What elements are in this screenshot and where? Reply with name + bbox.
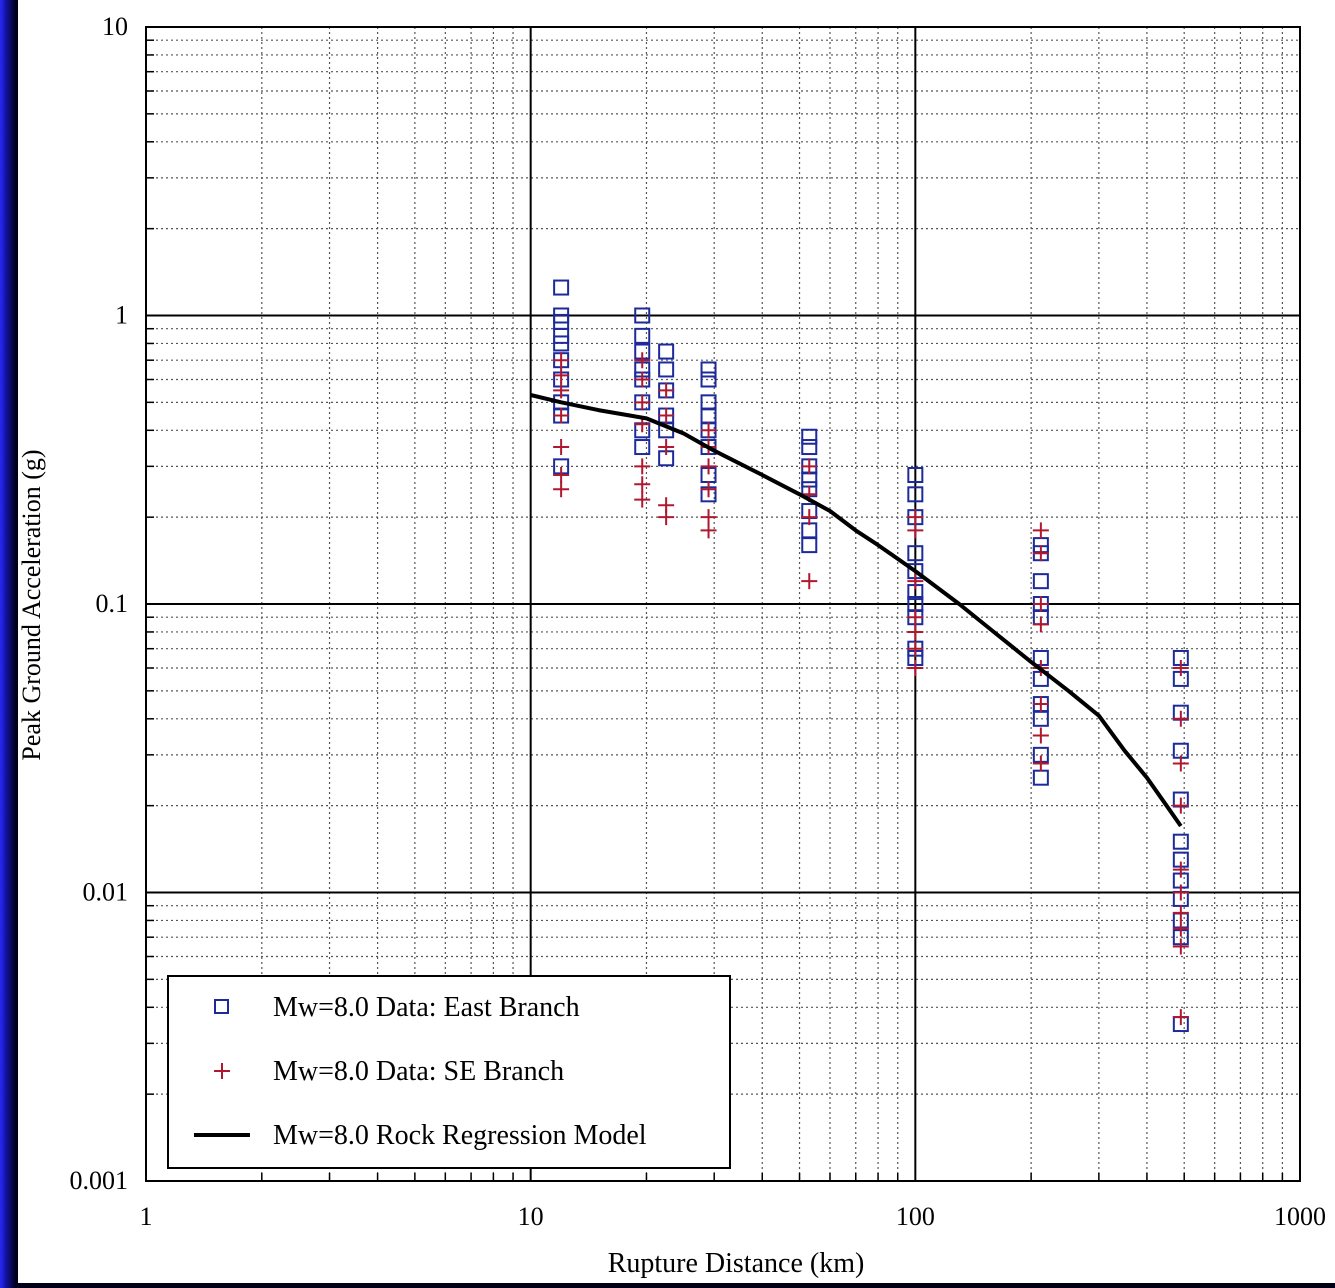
x-tick-label: 1 bbox=[140, 1202, 153, 1231]
se-branch-point bbox=[1032, 596, 1049, 612]
se-branch-point bbox=[658, 382, 675, 399]
se-branch-point bbox=[634, 458, 651, 475]
east-branch-point bbox=[634, 439, 651, 456]
series-layer bbox=[530, 279, 1189, 1033]
y-tick-label: 0.01 bbox=[83, 878, 129, 907]
legend-east-branch-marker bbox=[214, 999, 229, 1014]
east-branch-point bbox=[907, 466, 924, 483]
se-branch-point bbox=[1172, 755, 1189, 772]
se-branch-point bbox=[907, 623, 924, 640]
se-branch-point bbox=[553, 481, 570, 498]
se-branch-point bbox=[553, 367, 570, 384]
se-branch-point bbox=[907, 660, 924, 677]
se-branch-point bbox=[1032, 755, 1049, 772]
se-branch-point bbox=[907, 640, 924, 657]
x-tick-labels: 1 10 100 1000 bbox=[140, 1202, 1327, 1231]
east-branch-point bbox=[801, 439, 818, 456]
y-tick-label: 1 bbox=[115, 301, 128, 330]
series-se-branch bbox=[553, 352, 1189, 1026]
se-branch-point bbox=[553, 407, 570, 424]
se-branch-point bbox=[634, 352, 651, 369]
se-branch-point bbox=[1172, 938, 1189, 955]
se-branch-point bbox=[801, 458, 818, 475]
east-branch-point bbox=[553, 335, 570, 352]
y-tick-labels: 0.001 0.01 0.1 1 10 bbox=[70, 12, 129, 1195]
se-branch-point bbox=[907, 609, 924, 626]
legend-se-branch-label: Mw=8.0 Data: SE Branch bbox=[273, 1056, 564, 1087]
east-branch-point bbox=[553, 279, 570, 296]
se-branch-point bbox=[1032, 545, 1049, 562]
se-branch-point bbox=[1032, 727, 1049, 744]
grid-major bbox=[146, 27, 1300, 1181]
east-branch-point bbox=[634, 307, 651, 324]
se-branch-point bbox=[907, 522, 924, 539]
se-branch-point bbox=[907, 573, 924, 590]
se-branch-point bbox=[553, 439, 570, 456]
se-branch-point bbox=[700, 522, 717, 539]
se-branch-point bbox=[634, 491, 651, 508]
east-branch-point bbox=[700, 371, 717, 388]
east-branch-point bbox=[801, 537, 818, 554]
se-branch-point bbox=[1172, 861, 1189, 878]
x-tick-label: 1000 bbox=[1274, 1202, 1326, 1231]
se-branch-point bbox=[700, 481, 717, 498]
y-tick-label: 0.1 bbox=[96, 589, 129, 618]
se-branch-point bbox=[658, 439, 675, 456]
se-branch-point bbox=[1172, 920, 1189, 937]
se-branch-point bbox=[658, 509, 675, 526]
y-tick-label: 0.001 bbox=[70, 1166, 129, 1195]
x-tick-label: 100 bbox=[896, 1202, 935, 1231]
east-branch-point bbox=[1032, 573, 1049, 590]
legend: Mw=8.0 Data: East Branch Mw=8.0 Data: SE… bbox=[167, 975, 731, 1169]
east-branch-point bbox=[801, 428, 818, 445]
east-branch-point bbox=[907, 545, 924, 562]
se-branch-point bbox=[1172, 797, 1189, 814]
legend-se-branch-marker bbox=[214, 1063, 230, 1079]
x-tick-label: 10 bbox=[518, 1202, 544, 1231]
se-branch-point bbox=[1172, 884, 1189, 901]
se-branch-point bbox=[1032, 616, 1049, 633]
x-axis-label: Rupture Distance (km) bbox=[608, 1248, 865, 1279]
se-branch-point bbox=[553, 382, 570, 399]
east-branch-point bbox=[907, 486, 924, 503]
se-branch-point bbox=[1172, 660, 1189, 677]
se-branch-point bbox=[634, 371, 651, 388]
y-tick-label: 10 bbox=[102, 12, 128, 41]
legend-east-branch-label: Mw=8.0 Data: East Branch bbox=[273, 992, 580, 1023]
se-branch-point bbox=[1172, 904, 1189, 921]
plot-frame bbox=[145, 26, 1301, 1182]
se-branch-point bbox=[634, 476, 651, 493]
regression-model-line bbox=[530, 393, 1183, 828]
se-branch-point bbox=[1032, 696, 1049, 713]
se-branch-point bbox=[634, 394, 651, 411]
se-branch-point bbox=[1172, 710, 1189, 727]
se-branch-point bbox=[553, 352, 570, 369]
se-branch-point bbox=[658, 407, 675, 424]
se-branch-point bbox=[1032, 522, 1049, 539]
se-branch-point bbox=[1172, 1009, 1189, 1026]
east-branch-point bbox=[634, 327, 651, 344]
legend-box bbox=[167, 975, 731, 1169]
east-branch-point bbox=[700, 361, 717, 378]
se-branch-point bbox=[700, 458, 717, 475]
se-branch-point bbox=[553, 466, 570, 483]
east-branch-point bbox=[658, 361, 675, 378]
se-branch-point bbox=[801, 573, 818, 590]
y-axis-label: Peak Ground Acceleration (g) bbox=[17, 449, 46, 760]
se-branch-point bbox=[801, 509, 818, 526]
legend-regression-label: Mw=8.0 Rock Regression Model bbox=[273, 1120, 647, 1151]
east-branch-point bbox=[1172, 833, 1189, 850]
se-branch-point bbox=[700, 422, 717, 439]
east-branch-point bbox=[658, 343, 675, 360]
